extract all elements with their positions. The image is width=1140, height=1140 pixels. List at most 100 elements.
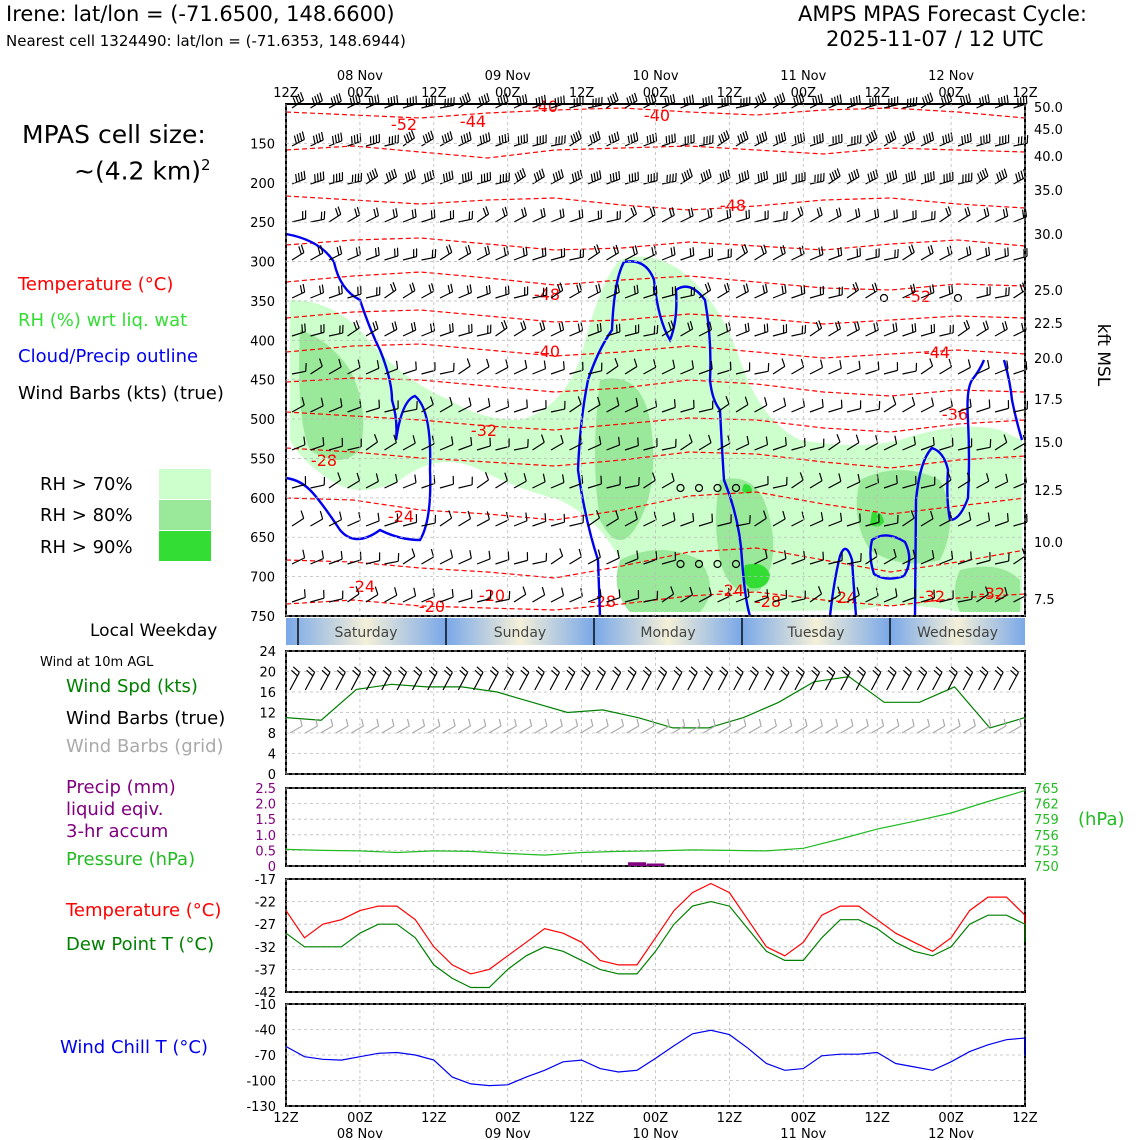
wind-barb-feather [503,320,508,329]
wind-barb-shaft [402,595,416,603]
wind-barb [421,514,437,527]
grid-wind-barb [809,718,823,734]
wind-barb-feather [690,207,694,216]
wind-barb-feather [930,172,932,181]
grid-wind-barb [702,718,716,734]
wind-barb-feather [597,130,601,140]
wind-barb [384,208,398,223]
wind-barb [883,130,897,147]
wind-barb-feather [980,136,982,145]
wind-barb-feather [931,397,935,406]
temperature-contour-label: -24 [831,588,857,607]
wind-barb [310,589,325,603]
wind-barb-shaft [350,725,364,734]
wind-barb-feather [614,285,618,294]
wind-barb-shaft [962,672,974,691]
wind-barb [587,510,601,527]
wind-barb-feather [575,718,579,727]
wind-barb-shaft [772,331,787,337]
wind-barb-feather [848,173,852,182]
wind-barb-feather [779,94,783,103]
wind-barb-shaft [476,405,491,413]
wind-barb [347,320,360,337]
wind-barb-feather [459,669,467,677]
wind-barb [402,282,416,299]
wind-barb-shaft [569,216,583,223]
wind-barb-feather [369,171,374,180]
pressure-tick-label: 250 [250,216,275,231]
wind-barb-feather [355,247,359,256]
wind-barb [865,514,880,527]
wind-barb-feather [872,669,880,677]
wind-barb-feather [859,400,862,409]
wind-barb-feather [666,718,670,727]
wind-barb-feather [946,94,950,103]
wind-barb-shaft [994,215,1008,223]
wind-barb-feather [673,399,676,408]
wind-barb-shaft [754,370,769,375]
precip-panel-tick-label: 0 [268,860,276,875]
top-hour-label: 12Z [273,86,299,101]
wind-barb-feather [687,322,691,331]
wind-barb [606,131,620,147]
wind-barb-feather [599,588,602,598]
chill-panel-tick-label: -40 [255,1024,276,1039]
wind-barb [920,210,936,223]
wind-barb [865,248,880,261]
wind-barb-shaft [624,139,639,147]
wind-barb [291,244,305,261]
wind-barb-feather [320,324,322,334]
temperature-contour-label: -28 [755,592,781,611]
wind-barb-feather [596,171,599,180]
wind-barb-feather [340,285,343,294]
wind-barb-shaft [549,672,561,691]
wind-barb [328,358,342,375]
wind-barb [291,476,307,489]
wind-barb-shaft [994,294,1009,299]
wind-barb-feather [692,247,695,256]
wind-barb-feather [815,321,820,331]
wind-barb [717,282,731,299]
wind-barb [828,320,842,337]
wind-barb [328,550,343,565]
wind-barb-shaft [901,725,915,734]
wind-barb-shaft [976,254,990,261]
wind-barb-shaft [698,368,713,375]
wind-barb-feather [489,669,497,677]
wind-barb-feather [599,322,602,332]
wind-barb [495,591,511,603]
wind-barb-shaft [513,141,528,147]
wind-barb-shaft [624,252,638,261]
wind-barb [421,283,435,299]
wind-barb-feather [524,287,526,296]
wind-barb-feather [360,172,363,182]
wind-barb-feather [738,173,742,183]
wind-barb-shaft [384,215,398,223]
kft-tick-label: 45.0 [1034,123,1063,138]
wind-barb-feather [781,92,786,101]
wind-barb [754,92,767,109]
wind-barb-shaft [347,593,360,603]
wind-barb-feather [302,549,306,558]
wind-barb [735,283,749,299]
wind-barb-feather [375,320,379,329]
wind-barb [957,206,971,223]
wind-barb-feather [504,472,508,481]
temperature-contour [285,377,1026,397]
wind-barb [310,284,325,299]
wind-barb-feather [317,246,321,255]
wind-barb-feather [406,98,409,107]
wind-barb-feather [702,98,705,107]
wind-barb-shaft [476,445,491,451]
wind-barb-shaft [610,672,622,691]
wind-barb-feather [691,360,694,369]
wind-barb-feather [668,208,673,217]
wind-barb [439,323,454,337]
wind-barb [384,94,399,109]
wind-barb [310,211,326,223]
surface-wind-barb [977,666,989,691]
wind-barb [754,476,769,489]
wind-barb-feather [968,173,970,182]
wind-barb-feather [501,208,506,217]
wind-barb-shaft [476,518,490,527]
